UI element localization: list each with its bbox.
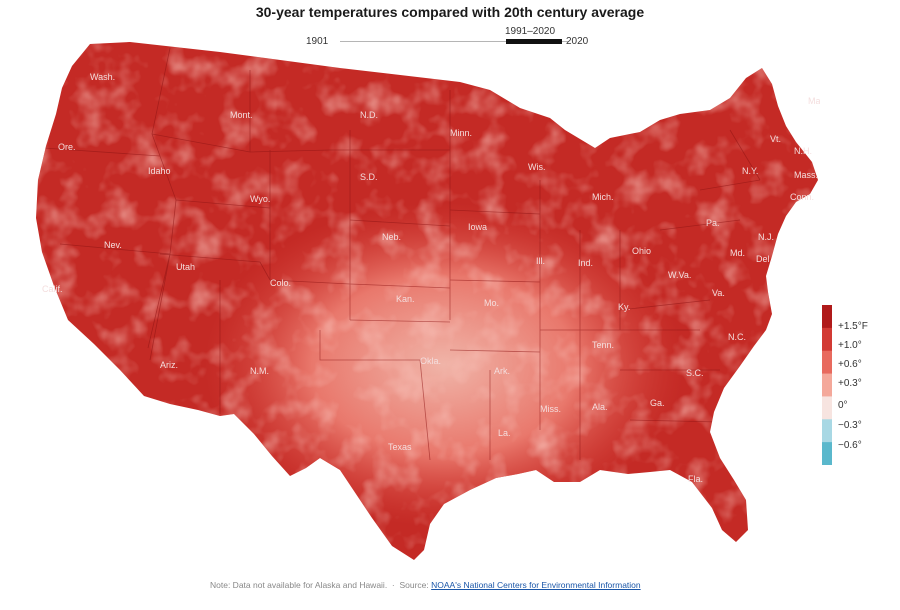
legend-swatch xyxy=(822,442,832,465)
state-label: Ohio xyxy=(632,246,651,256)
legend-swatch xyxy=(822,373,832,397)
state-border xyxy=(59,243,171,255)
state-border xyxy=(319,330,431,461)
state-border xyxy=(449,349,541,353)
legend-tick: 0° xyxy=(838,400,848,411)
legend-swatch xyxy=(822,419,832,443)
state-label: Ga. xyxy=(650,398,665,408)
state-label: Kan. xyxy=(396,294,415,304)
state-border xyxy=(659,219,741,231)
state-border xyxy=(349,219,451,227)
state-label: W.Va. xyxy=(668,270,691,280)
state-border xyxy=(619,299,711,311)
state-label: Wis. xyxy=(528,162,546,172)
state-label: Fla. xyxy=(688,474,703,484)
state-label: La. xyxy=(498,428,511,438)
footnote-source-label: Source: xyxy=(399,580,429,590)
state-border xyxy=(43,147,161,157)
state-label: Ky. xyxy=(618,302,630,312)
state-label: Conn. xyxy=(790,192,814,202)
source-link[interactable]: NOAA's National Centers for Environmenta… xyxy=(431,580,641,590)
state-label: N.D. xyxy=(360,110,378,120)
legend-swatch xyxy=(822,350,832,375)
legend-tick: −0.3° xyxy=(838,420,862,431)
state-label: N.J. xyxy=(758,232,774,242)
state-label: S.C. xyxy=(686,368,704,378)
state-label: Wash. xyxy=(90,72,115,82)
state-label: S.D. xyxy=(360,172,378,182)
legend-swatch xyxy=(822,305,832,329)
state-label: Ore. xyxy=(58,142,76,152)
state-border xyxy=(159,253,271,281)
state-border xyxy=(269,279,351,285)
legend-tick: +1.5°F xyxy=(838,321,868,332)
state-label: Wyo. xyxy=(250,194,270,204)
legend-color-bar xyxy=(822,305,832,465)
state-label: Utah xyxy=(176,262,195,272)
state-borders xyxy=(43,47,761,461)
state-label: Calif. xyxy=(42,284,63,294)
timeline-track[interactable] xyxy=(340,41,568,42)
state-label: Ariz. xyxy=(160,360,178,370)
state-border xyxy=(349,283,451,289)
color-legend: +1.5°F +1.0° +0.6° +0.3° 0° −0.3° −0.6° xyxy=(822,305,900,470)
state-label: Nev. xyxy=(104,240,122,250)
state-label: Ill. xyxy=(536,256,545,266)
state-label: Ark. xyxy=(494,366,510,376)
state-label: Mo. xyxy=(484,298,499,308)
state-border xyxy=(149,253,171,361)
state-label: Del. xyxy=(756,254,772,264)
state-label: Ala. xyxy=(592,402,608,412)
temperature-texture xyxy=(36,42,818,560)
state-label: N.Y. xyxy=(742,166,758,176)
state-label: Idaho xyxy=(148,166,171,176)
state-border xyxy=(629,419,721,423)
legend-tick: +0.3° xyxy=(838,378,862,389)
state-label: Mich. xyxy=(592,192,614,202)
state-label: Mass. xyxy=(794,170,818,180)
timeline-end-label: 2020 xyxy=(566,36,589,47)
state-label: Ind. xyxy=(578,258,593,268)
legend-swatch xyxy=(822,396,832,420)
state-label: Mont. xyxy=(230,110,253,120)
map-title: 30-year temperatures compared with 20th … xyxy=(255,4,645,20)
timeline-slider[interactable]: 1901 1991–2020 2020 xyxy=(300,24,620,54)
state-label: Pa. xyxy=(706,218,720,228)
state-label: Tenn. xyxy=(592,340,614,350)
state-label: Va. xyxy=(712,288,725,298)
timeline-start-label: 1901 xyxy=(306,36,329,47)
state-label: Texas xyxy=(388,442,412,452)
state-label: Md. xyxy=(730,248,745,258)
state-label: N.H. xyxy=(794,146,812,156)
footnote: Note: Data not available for Alaska and … xyxy=(210,580,641,590)
legend-tick: −0.6° xyxy=(838,440,862,451)
timeline-selected-label: 1991–2020 xyxy=(505,26,556,37)
legend-swatch xyxy=(822,327,832,352)
state-border xyxy=(349,319,451,323)
state-label: Miss. xyxy=(540,404,561,414)
legend-tick: +0.6° xyxy=(838,359,862,370)
state-label: Maine xyxy=(808,96,820,106)
state-label: Colo. xyxy=(270,278,291,288)
timeline-selected-range[interactable] xyxy=(506,39,562,44)
state-label: N.C. xyxy=(728,332,746,342)
state-label: Neb. xyxy=(382,232,401,242)
state-labels: Wash. Ore. Calif. Nev. Idaho Mont. Wyo. Utah Ari… xyxy=(42,72,820,484)
state-border xyxy=(729,129,761,181)
footnote-note: Note: Data not available for Alaska and … xyxy=(210,580,388,590)
state-border xyxy=(449,209,541,215)
state-border xyxy=(449,279,541,283)
us-temperature-map: Wash. Ore. Calif. Nev. Idaho Mont. Wyo. Utah Ari… xyxy=(36,42,820,560)
state-label: Vt. xyxy=(770,134,781,144)
state-label: Minn. xyxy=(450,128,472,138)
state-border xyxy=(699,179,761,191)
state-label: Iowa xyxy=(468,222,487,232)
state-label: N.M. xyxy=(250,366,269,376)
state-label: Okla. xyxy=(420,356,441,366)
state-border xyxy=(175,199,271,209)
legend-tick: +1.0° xyxy=(838,340,862,351)
